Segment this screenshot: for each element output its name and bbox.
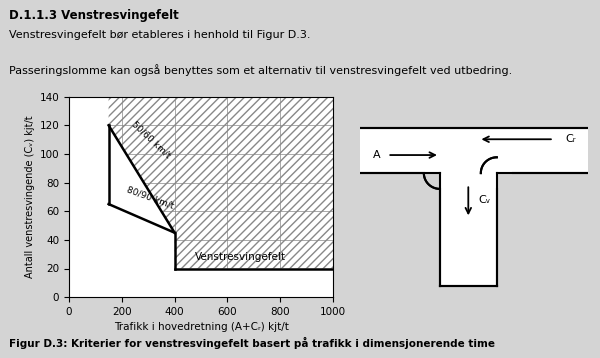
Polygon shape — [440, 173, 497, 286]
Text: Figur D.3: Kriterier for venstresvingefelt basert på trafikk i dimensjonerende t: Figur D.3: Kriterier for venstresvingefe… — [9, 337, 495, 349]
Text: 80/90 km/t: 80/90 km/t — [126, 185, 175, 211]
Polygon shape — [69, 97, 333, 297]
Text: Venstresvingefelt: Venstresvingefelt — [195, 252, 286, 262]
Text: Cᵣ: Cᵣ — [565, 134, 576, 144]
Polygon shape — [440, 128, 497, 173]
X-axis label: Trafikk i hovedretning (A+Cᵣ) kjt/t: Trafikk i hovedretning (A+Cᵣ) kjt/t — [113, 323, 289, 333]
Text: Cᵥ: Cᵥ — [479, 195, 491, 205]
Text: D.1.1.3 Venstresvingefelt: D.1.1.3 Venstresvingefelt — [9, 9, 179, 22]
Polygon shape — [69, 268, 175, 297]
Text: Passeringslomme kan også benyttes som et alternativ til venstresvingefelt ved ut: Passeringslomme kan også benyttes som et… — [9, 64, 512, 76]
Text: A: A — [373, 150, 380, 160]
Polygon shape — [360, 128, 588, 173]
Text: 50/60 km/t: 50/60 km/t — [130, 120, 172, 160]
Text: Venstresvingefelt bør etableres i henhold til Figur D.3.: Venstresvingefelt bør etableres i henhol… — [9, 30, 311, 40]
Y-axis label: Antall venstresvingende (Cᵥ) kjt/t: Antall venstresvingende (Cᵥ) kjt/t — [25, 116, 35, 278]
